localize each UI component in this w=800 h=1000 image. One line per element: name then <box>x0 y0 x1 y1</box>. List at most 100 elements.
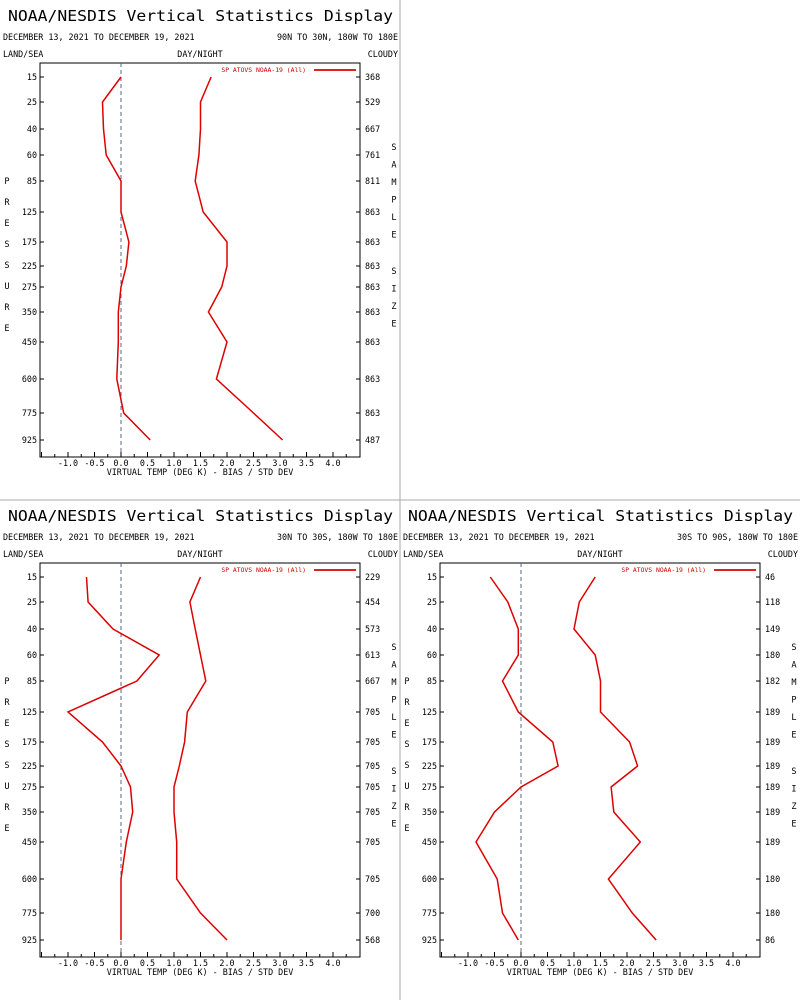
x-tick-label: 0.5 <box>540 958 555 968</box>
x-tick-label: -0.5 <box>84 958 104 968</box>
x-tick-label: 2.0 <box>219 958 234 968</box>
x-tick-label: 1.5 <box>593 958 608 968</box>
chart-title: NOAA/NESDIS Vertical Statistics Display <box>8 507 393 525</box>
pressure-axis-letter: R <box>404 803 410 813</box>
pressure-level-label: 600 <box>22 374 37 384</box>
pressure-level-label: 85 <box>27 676 37 686</box>
x-tick-label: 4.0 <box>325 958 340 968</box>
sample-size-label: 189 <box>765 837 780 847</box>
sample-axis-letter: L <box>391 213 396 223</box>
pressure-axis-letter: E <box>4 824 9 834</box>
x-tick-label: 0.0 <box>513 958 528 968</box>
sample-size-label: 189 <box>765 807 780 817</box>
size-axis-letter: S <box>391 267 396 277</box>
sample-size-label: 705 <box>365 707 380 717</box>
pressure-level-label: 925 <box>22 935 37 945</box>
x-tick-label: -1.0 <box>458 958 478 968</box>
pressure-axis-letter: R <box>404 698 410 708</box>
pressure-level-label: 40 <box>27 124 37 134</box>
pressure-level-label: 40 <box>27 624 37 634</box>
chart-panel-2: NOAA/NESDIS Vertical Statistics Display D… <box>3 507 398 977</box>
sample-size-label: 180 <box>765 874 780 884</box>
x-tick-label: 3.5 <box>299 958 314 968</box>
pressure-level-label: 925 <box>422 935 437 945</box>
pressure-level-label: 40 <box>427 624 437 634</box>
pressure-axis-letter: E <box>4 719 9 729</box>
date-range: DECEMBER 13, 2021 TO DECEMBER 19, 2021 <box>3 532 195 542</box>
sample-axis-letter: S <box>791 643 796 653</box>
pressure-level-label: 125 <box>22 707 37 717</box>
x-axis-title: VIRTUAL TEMP (DEG K) - BIAS / STD DEV <box>507 967 694 977</box>
day-night-label: DAY/NIGHT <box>177 49 222 59</box>
size-axis-letter: E <box>391 320 396 330</box>
sample-size-label: 811 <box>365 176 380 186</box>
x-tick-label: -0.5 <box>84 458 104 468</box>
pressure-level-label: 175 <box>22 737 37 747</box>
sample-axis-letter: E <box>391 731 396 741</box>
sample-size-label: 86 <box>765 935 775 945</box>
x-tick-label: 0.5 <box>140 458 155 468</box>
pressure-level-label: 25 <box>27 97 37 107</box>
sample-size-label: 761 <box>365 150 380 160</box>
size-axis-letter: E <box>791 820 796 830</box>
land-sea-label: LAND/SEA <box>3 549 43 559</box>
sample-size-label: 180 <box>765 908 780 918</box>
x-tick-label: 4.0 <box>325 458 340 468</box>
sample-size-label: 46 <box>765 572 775 582</box>
x-axis-title: VIRTUAL TEMP (DEG K) - BIAS / STD DEV <box>107 467 294 477</box>
x-tick-label: 0.0 <box>113 958 128 968</box>
sample-size-label: 189 <box>765 761 780 771</box>
pressure-axis-letter: S <box>4 761 9 771</box>
sample-size-label: 863 <box>365 261 380 271</box>
size-axis-letter: I <box>791 785 796 795</box>
pressure-axis-letter: E <box>4 219 9 229</box>
sample-size-label: 182 <box>765 676 780 686</box>
pressure-axis-letter: U <box>4 282 9 292</box>
pressure-level-label: 775 <box>422 908 437 918</box>
sample-size-label: 863 <box>365 207 380 217</box>
pressure-axis-letter: E <box>404 824 409 834</box>
pressure-axis-letter: S <box>404 740 409 750</box>
land-sea-label: LAND/SEA <box>403 549 443 559</box>
sample-axis-letter: L <box>391 713 396 723</box>
pressure-level-label: 60 <box>27 150 37 160</box>
x-tick-label: 1.0 <box>166 958 181 968</box>
series-std_dev <box>573 576 657 941</box>
sample-axis-letter: E <box>391 231 396 241</box>
pressure-level-label: 15 <box>27 72 37 82</box>
pressure-axis-letter: S <box>4 261 9 271</box>
sample-axis-letter: P <box>791 696 796 706</box>
sample-axis-letter: P <box>391 196 396 206</box>
series-bias <box>101 76 151 441</box>
series-bias <box>66 576 161 940</box>
size-axis-letter: E <box>391 820 396 830</box>
pressure-level-label: 600 <box>422 874 437 884</box>
pressure-level-label: 85 <box>427 676 437 686</box>
sample-size-label: 705 <box>365 874 380 884</box>
x-tick-label: 1.0 <box>166 458 181 468</box>
pressure-axis-letter: S <box>404 761 409 771</box>
plot-frame <box>439 562 761 958</box>
pressure-axis-letter: R <box>4 803 10 813</box>
cloudy-label: CLOUDY <box>368 549 398 559</box>
pressure-level-label: 350 <box>22 807 37 817</box>
x-tick-label: 3.5 <box>299 458 314 468</box>
sample-axis-letter: A <box>391 161 397 171</box>
sample-axis-letter: P <box>391 696 396 706</box>
sample-size-label: 863 <box>365 408 380 418</box>
chart-panel-1: NOAA/NESDIS Vertical Statistics Display D… <box>3 7 398 477</box>
pressure-level-label: 85 <box>27 176 37 186</box>
pressure-axis-letter: R <box>4 198 10 208</box>
chart-title: NOAA/NESDIS Vertical Statistics Display <box>8 7 393 25</box>
legend-label: SP ATOVS NOAA-19 (All) <box>221 566 306 574</box>
legend-label: SP ATOVS NOAA-19 (All) <box>621 566 706 574</box>
sample-size-label: 454 <box>365 597 380 607</box>
sample-size-label: 863 <box>365 337 380 347</box>
sample-axis-letter: M <box>791 678 796 688</box>
sample-axis-letter: S <box>391 643 396 653</box>
region-label: 90N TO 30N, 180W TO 180E <box>277 32 398 42</box>
pressure-level-label: 15 <box>27 572 37 582</box>
series-std_dev <box>173 576 228 941</box>
sample-size-label: 118 <box>765 597 780 607</box>
